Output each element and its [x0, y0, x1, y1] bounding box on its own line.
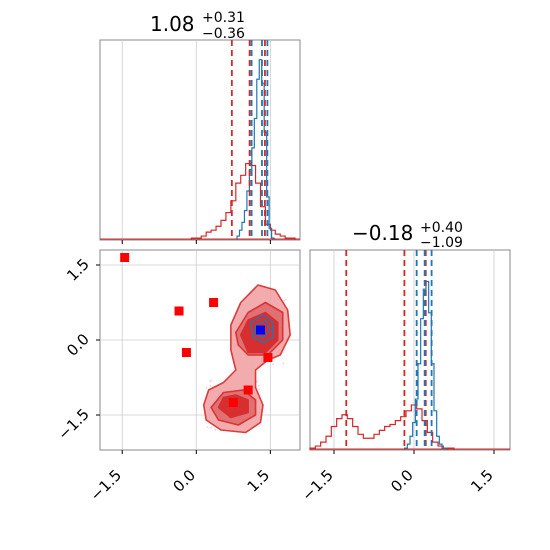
sample-point — [210, 426, 212, 429]
x-tick-label: −1.5 — [298, 466, 336, 504]
param1-title-value: 1.08 — [150, 12, 195, 36]
sample-point — [257, 384, 260, 387]
panel-frame — [309, 249, 511, 451]
x-tick-label: 0.0 — [170, 466, 200, 496]
sample-point — [282, 362, 285, 365]
joint-panel: −1.5 0.0 1.5 −1.5 0.0 1.5 — [54, 249, 301, 505]
marker-square-0 — [120, 253, 130, 262]
x-tick-label: 0.0 — [387, 466, 417, 496]
marker-square-7 — [255, 325, 265, 335]
hist-series-1 — [236, 59, 275, 240]
sample-point — [206, 426, 209, 428]
marker-square-5 — [243, 385, 253, 395]
hist-series-0 — [190, 162, 296, 240]
x-tick-label: −1.5 — [87, 466, 125, 504]
param1-title-plus: +0.31 — [202, 10, 245, 26]
marginal-panel-param2: −1.5 0.0 1.5 — [298, 249, 511, 505]
sample-point — [205, 387, 208, 389]
sample-point — [283, 299, 285, 302]
marker-square-6 — [228, 398, 238, 407]
marker-square-2 — [209, 298, 219, 307]
param1-title-minus: −0.36 — [202, 26, 245, 42]
sample-point — [258, 388, 261, 391]
sample-point — [209, 385, 212, 387]
marker-square-4 — [263, 353, 273, 362]
param2-title-minus: −1.09 — [420, 235, 463, 251]
y-tick-label: −1.5 — [54, 405, 92, 443]
sample-point — [284, 298, 287, 301]
marker-square-1 — [174, 306, 184, 316]
param2-title-plus: +0.40 — [420, 220, 463, 236]
hist-series-0 — [309, 404, 455, 450]
sample-point — [214, 429, 217, 431]
x-tick-label: 1.5 — [244, 466, 274, 496]
sample-point — [272, 363, 275, 365]
contour-blue-5 — [249, 314, 274, 344]
param2-title-value: −0.18 — [352, 221, 413, 245]
y-tick-label: 0.0 — [63, 330, 93, 360]
x-tick-label: 1.5 — [467, 466, 497, 496]
contour-blue-6 — [254, 320, 272, 339]
sample-point — [256, 380, 259, 383]
marginal-panel-param1 — [99, 39, 301, 244]
hist-series-1 — [404, 280, 448, 450]
sample-point — [209, 380, 212, 383]
y-tick-label: 1.5 — [63, 255, 93, 285]
marker-square-3 — [181, 348, 191, 357]
